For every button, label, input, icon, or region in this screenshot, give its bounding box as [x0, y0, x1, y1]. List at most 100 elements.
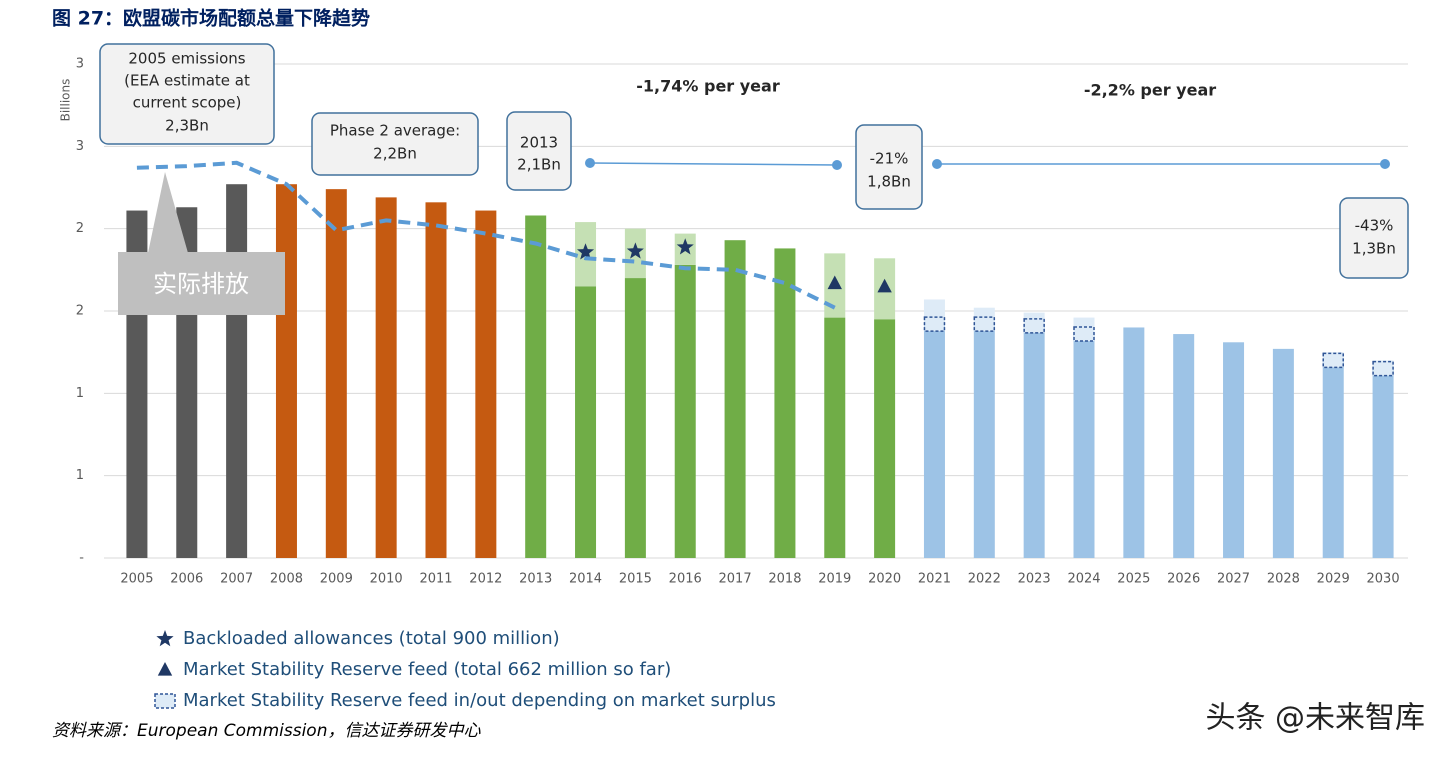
- bar: [1223, 342, 1245, 558]
- y-axis-label: Billions: [59, 79, 73, 122]
- bar: [624, 278, 646, 558]
- x-tick-label: 2024: [1067, 572, 1100, 587]
- label-box: [118, 252, 285, 315]
- x-tick-label: 2019: [818, 572, 851, 587]
- x-tick-label: 2010: [370, 572, 403, 587]
- x-tick-label: 2030: [1367, 572, 1400, 587]
- callout-text: -21%: [870, 150, 909, 168]
- callout-box: [855, 124, 923, 210]
- bar: [674, 264, 696, 558]
- legend-marker: [156, 630, 174, 647]
- bar: [923, 324, 945, 558]
- bar: [575, 286, 597, 558]
- label-pointer: [148, 172, 188, 253]
- x-tick-label: 2016: [669, 572, 702, 587]
- callout-text: 2,3Bn: [165, 117, 209, 135]
- bar: [774, 248, 796, 558]
- legend-marker: [157, 662, 173, 676]
- bar: [1173, 334, 1195, 558]
- marker-star: [626, 242, 644, 259]
- callout-text: 2,1Bn: [517, 156, 561, 174]
- x-tick-label: 2026: [1167, 572, 1200, 587]
- callout-box: [99, 43, 275, 145]
- callout-text: Phase 2 average:: [330, 122, 460, 140]
- bar: [525, 215, 547, 558]
- marker-dashed-box: [1372, 360, 1394, 377]
- callout-text: 2013: [520, 134, 558, 152]
- x-tick-label: 2029: [1317, 572, 1350, 587]
- bar: [275, 184, 297, 558]
- marker-dashed-box: [923, 316, 946, 332]
- line: [136, 160, 836, 310]
- legend-label: Market Stability Reserve feed (total 662…: [183, 659, 671, 680]
- x-tick-label: 2007: [220, 572, 253, 587]
- callout-box: [506, 111, 572, 191]
- marker-dashed-box: [1023, 318, 1045, 334]
- y-tick-label: 1: [76, 386, 84, 401]
- y-tick-label: 2: [76, 221, 84, 236]
- x-tick-label: 2009: [320, 572, 353, 587]
- marker-triangle: [877, 278, 892, 293]
- bar: [1372, 368, 1394, 558]
- legend-label: Market Stability Reserve feed in/out dep…: [183, 690, 776, 711]
- bar: [1023, 325, 1045, 558]
- marker-dashed-box: [1073, 326, 1095, 342]
- x-tick-label: 2027: [1217, 572, 1250, 587]
- marker-star: [577, 243, 595, 260]
- callout-text: (EEA estimate at: [124, 72, 250, 90]
- x-tick-label: 2012: [469, 572, 502, 587]
- callout-text: 2,2Bn: [373, 145, 417, 163]
- x-tick-label: 2013: [519, 572, 552, 587]
- bar: [824, 317, 846, 558]
- bar: [724, 240, 746, 558]
- x-tick-label: 2018: [768, 572, 801, 587]
- callout-text: current scope): [133, 94, 242, 112]
- callout-text: -43%: [1355, 217, 1394, 235]
- legend-label: Backloaded allowances (total 900 million…: [183, 628, 560, 649]
- bar: [475, 210, 497, 558]
- annotation: -2,2% per year: [1084, 81, 1216, 100]
- bar: [874, 319, 896, 558]
- x-tick-label: 2028: [1267, 572, 1300, 587]
- callout-box: [1339, 197, 1409, 279]
- x-tick-label: 2011: [419, 572, 452, 587]
- annotation: -1,74% per year: [636, 77, 780, 96]
- marker-dashed-box: [1322, 352, 1344, 369]
- x-tick-label: 2015: [619, 572, 652, 587]
- x-tick-label: 2006: [170, 572, 203, 587]
- y-tick-label: -: [79, 551, 84, 566]
- callout-text: 1,3Bn: [1352, 240, 1396, 258]
- range-brackets: [585, 158, 1390, 170]
- watermark: 头条 @未来智库: [1205, 701, 1425, 736]
- marker-star: [676, 238, 694, 255]
- bar: [1272, 348, 1294, 558]
- x-tick-label: 2022: [968, 572, 1001, 587]
- legend-marker: [154, 693, 176, 709]
- x-tick-label: 2023: [1018, 572, 1051, 587]
- x-tick-label: 2021: [918, 572, 951, 587]
- marker-dashed-box: [973, 316, 996, 332]
- x-tick-label: 2005: [120, 572, 153, 587]
- bar: [375, 197, 397, 558]
- source: 资料来源：European Commission，信达证券研发中心: [52, 721, 481, 741]
- x-tick-label: 2014: [569, 572, 602, 587]
- x-tick-label: 2008: [270, 572, 303, 587]
- x-tick-label: 2025: [1117, 572, 1150, 587]
- bar: [226, 184, 248, 558]
- y-tick-label: 3: [76, 139, 84, 154]
- callout-text: 2005 emissions: [128, 50, 245, 68]
- page-title: 图 27：欧盟碳市场配额总量下降趋势: [52, 7, 370, 30]
- bar: [1322, 360, 1344, 558]
- bar: [1073, 334, 1095, 558]
- bar: [325, 189, 347, 558]
- bar: [1123, 327, 1145, 558]
- line-label: 实际排放: [153, 270, 249, 298]
- bar: [425, 202, 447, 558]
- x-tick-label: 2020: [868, 572, 901, 587]
- y-tick-label: 3: [76, 57, 84, 72]
- bar: [973, 324, 995, 558]
- y-tick-label: 2: [76, 304, 84, 319]
- x-tick-label: 2017: [719, 572, 752, 587]
- callout-box: [311, 112, 479, 176]
